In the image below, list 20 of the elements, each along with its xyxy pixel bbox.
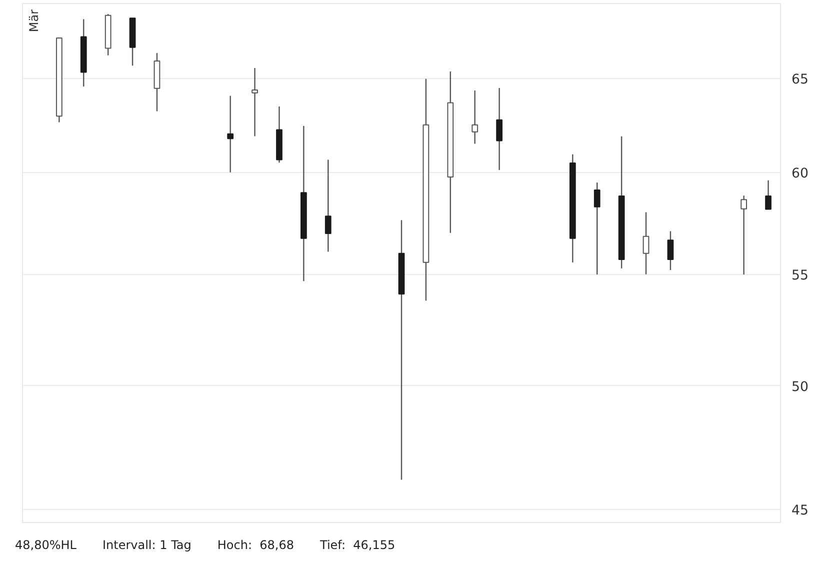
candlestick xyxy=(252,67,258,137)
y-tick-label: 65 xyxy=(792,72,808,88)
y-tick-label: 60 xyxy=(792,166,808,182)
candlestick xyxy=(472,90,478,144)
candlestick xyxy=(740,195,748,276)
text: Tief: 46,155 xyxy=(320,538,396,552)
candlestick xyxy=(324,159,332,252)
candlestick xyxy=(594,182,600,276)
candlestick xyxy=(765,180,772,210)
y-tick-label: 55 xyxy=(792,268,808,284)
y-tick-label: 50 xyxy=(792,380,808,395)
candlestick xyxy=(496,87,502,171)
y-tick-label: 45 xyxy=(792,503,808,518)
text: 48,80%HL xyxy=(15,538,76,552)
candlestick xyxy=(642,212,650,275)
text: Intervall: 1 Tag xyxy=(102,538,192,552)
text: Hoch: 68,68 xyxy=(217,538,294,552)
candlestick xyxy=(667,230,674,271)
annotation: Mär xyxy=(26,9,41,32)
candlestick xyxy=(227,95,234,173)
